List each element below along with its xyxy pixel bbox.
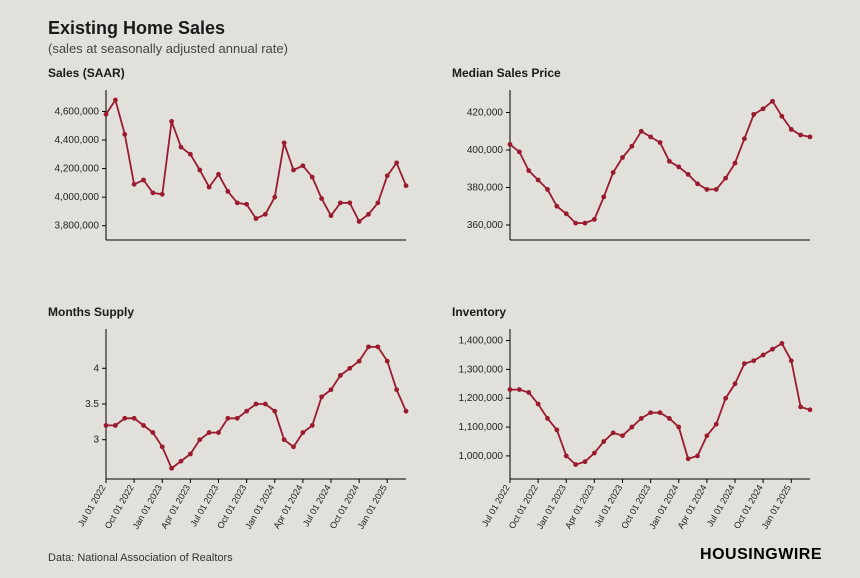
svg-text:3.5: 3.5: [85, 399, 99, 410]
svg-text:Apr 01 2024: Apr 01 2024: [271, 483, 304, 530]
svg-text:1,300,000: 1,300,000: [459, 364, 504, 375]
svg-text:Jul 01 2023: Jul 01 2023: [188, 483, 220, 528]
chart-grid: Sales (SAAR) 3,800,000 4,000,000 4,200,000…: [48, 66, 822, 538]
svg-text:4,400,000: 4,400,000: [55, 135, 100, 146]
panel-inventory: Inventory 1,000,000 1,100,000 1,200,000 1,3…: [452, 305, 822, 538]
chart-subtitle: (sales at seasonally adjusted annual rat…: [48, 41, 822, 56]
svg-text:Jan 01 2025: Jan 01 2025: [760, 483, 793, 531]
svg-text:Jul 01 2024: Jul 01 2024: [301, 483, 333, 528]
panel-title-price: Median Sales Price: [452, 66, 822, 80]
svg-text:Oct 01 2022: Oct 01 2022: [103, 483, 136, 530]
panel-price: Median Sales Price 360,000 380,000 400,000…: [452, 66, 822, 299]
svg-text:Jul 01 2022: Jul 01 2022: [76, 483, 108, 528]
brand-logo: HOUSINGWIRE: [700, 546, 822, 564]
plot-price: 360,000 380,000 400,000 420,000: [452, 84, 822, 254]
footer: Data: National Association of Realtors H…: [48, 546, 822, 564]
svg-text:4: 4: [93, 363, 99, 374]
svg-text:Oct 01 2024: Oct 01 2024: [328, 483, 361, 530]
svg-text:3: 3: [93, 435, 99, 446]
svg-text:380,000: 380,000: [467, 183, 504, 194]
svg-text:Jul 01 2022: Jul 01 2022: [480, 483, 512, 528]
svg-text:Oct 01 2023: Oct 01 2023: [215, 483, 248, 530]
svg-text:Apr 01 2023: Apr 01 2023: [563, 483, 596, 530]
svg-text:4,200,000: 4,200,000: [55, 164, 100, 175]
panel-sales: Sales (SAAR) 3,800,000 4,000,000 4,200,000…: [48, 66, 418, 299]
svg-text:400,000: 400,000: [467, 145, 504, 156]
plot-inventory: 1,000,000 1,100,000 1,200,000 1,300,000 1,40…: [452, 323, 822, 538]
svg-text:4,600,000: 4,600,000: [55, 106, 100, 117]
svg-text:Apr 01 2024: Apr 01 2024: [675, 483, 708, 530]
svg-text:4,000,000: 4,000,000: [55, 192, 100, 203]
svg-text:1,100,000: 1,100,000: [459, 422, 504, 433]
plot-sales: 3,800,000 4,000,000 4,200,000 4,400,000 4,60…: [48, 84, 418, 254]
panel-title-sales: Sales (SAAR): [48, 66, 418, 80]
panel-title-months: Months Supply: [48, 305, 418, 319]
svg-text:Oct 01 2023: Oct 01 2023: [619, 483, 652, 530]
svg-text:Oct 01 2022: Oct 01 2022: [507, 483, 540, 530]
panel-title-inventory: Inventory: [452, 305, 822, 319]
chart-title: Existing Home Sales: [48, 18, 822, 39]
svg-text:1,000,000: 1,000,000: [459, 451, 504, 462]
plot-months: 33.54Jul 01 2022Oct 01 2022Jan 01 2023Ap…: [48, 323, 418, 538]
svg-text:3,800,000: 3,800,000: [55, 221, 100, 232]
svg-text:Oct 01 2024: Oct 01 2024: [732, 483, 765, 530]
svg-text:1,400,000: 1,400,000: [459, 336, 504, 347]
svg-text:360,000: 360,000: [467, 220, 504, 231]
svg-text:420,000: 420,000: [467, 108, 504, 119]
panel-months: Months Supply 33.54Jul 01 2022Oct 01 202…: [48, 305, 418, 538]
svg-text:Apr 01 2023: Apr 01 2023: [159, 483, 192, 530]
source-label: Data: National Association of Realtors: [48, 552, 233, 564]
svg-text:1,200,000: 1,200,000: [459, 393, 504, 404]
svg-text:Jul 01 2023: Jul 01 2023: [592, 483, 624, 528]
svg-text:Jul 01 2024: Jul 01 2024: [705, 483, 737, 528]
svg-text:Jan 01 2025: Jan 01 2025: [356, 483, 389, 531]
